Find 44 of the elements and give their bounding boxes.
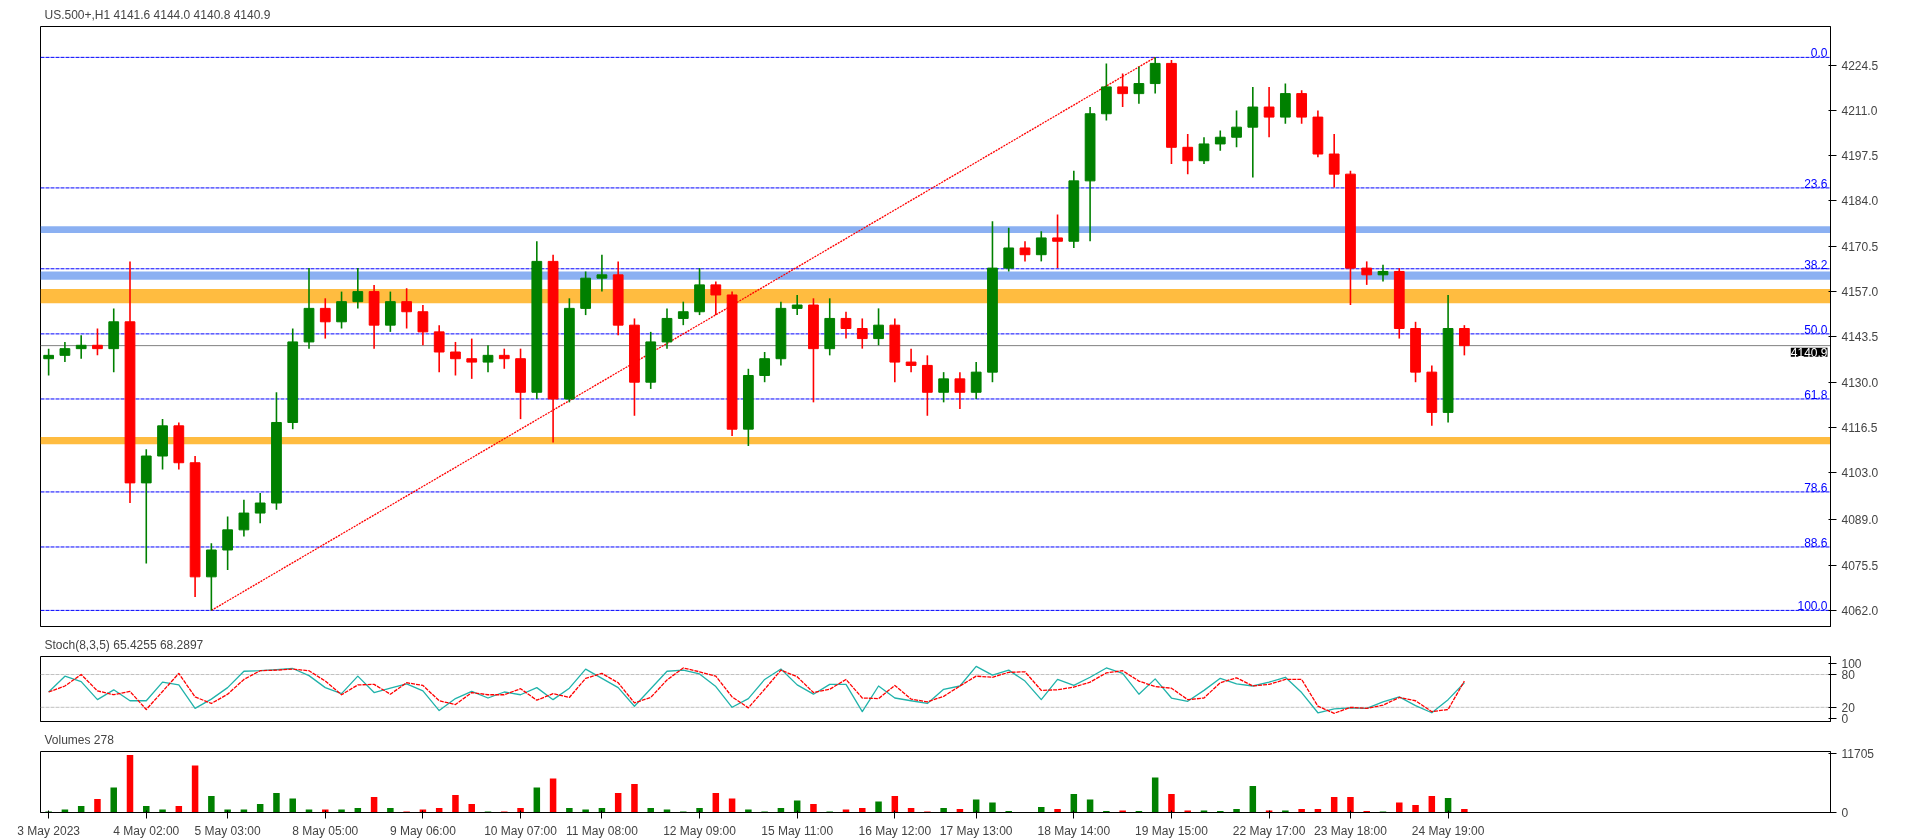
annotation: 78.6	[1804, 480, 1828, 495]
y-tick-label: 4197.5	[1841, 149, 1879, 164]
x-tick-label: 11 May 08:00	[566, 823, 639, 838]
x-tick-label: 12 May 09:00	[663, 823, 737, 838]
annotation: 88.6	[1804, 535, 1828, 550]
x-tick-label: 19 May 15:00	[1135, 823, 1209, 838]
x-tick-label: 22 May 17:00	[1232, 823, 1306, 838]
x-tick-label: 18 May 14:00	[1037, 823, 1111, 838]
chart-title: Volumes 278	[44, 732, 115, 747]
x-tick-label: 15 May 11:00	[761, 823, 834, 838]
annotation: 23.6	[1804, 176, 1828, 191]
y-tick-label: 4103.0	[1841, 466, 1879, 481]
annotation: 100.0	[1797, 599, 1828, 614]
annotation: 0.0	[1810, 46, 1828, 61]
x-tick-label: 9 May 06:00	[389, 823, 457, 838]
x-tick-label: 5 May 03:00	[194, 823, 261, 838]
y-tick-label: 4062.0	[1841, 603, 1879, 618]
annotation: 38.2	[1804, 257, 1828, 272]
y-tick-label: 4184.0	[1841, 194, 1879, 209]
y-tick-label: 4143.5	[1841, 330, 1879, 345]
y-tick-label: 4224.5	[1841, 58, 1879, 73]
y-tick-label: 4130.0	[1841, 375, 1879, 390]
chart-title: Stoch(8,3,5) 65.4255 68.2897	[44, 637, 204, 652]
annotation: 61.8	[1804, 387, 1828, 402]
chart-title: US.500+,H1 4141.6 4144.0 4140.8 4140.9	[44, 7, 271, 22]
y-tick-label: 11705	[1841, 747, 1875, 762]
y-tick-label: 80	[1841, 668, 1856, 683]
y-tick-label: 4157.0	[1841, 285, 1879, 300]
x-tick-label: 17 May 13:00	[939, 823, 1013, 838]
y-tick-label: 4211.0	[1841, 103, 1878, 118]
x-tick-label: 3 May 2023	[17, 823, 81, 838]
y-tick-label: 4075.5	[1841, 558, 1879, 573]
y-tick-label: 4089.0	[1841, 513, 1879, 528]
y-tick-label: 4116.5	[1841, 421, 1878, 436]
x-tick-label: 24 May 19:00	[1411, 823, 1485, 838]
x-tick-label: 23 May 18:00	[1314, 823, 1388, 838]
x-tick-label: 10 May 07:00	[484, 823, 558, 838]
y-tick-label: 4170.5	[1841, 239, 1879, 254]
annotation: 50.0	[1804, 322, 1828, 337]
y-tick-label: 0	[1841, 806, 1849, 820]
x-tick-label: 8 May 05:00	[292, 823, 359, 838]
x-tick-label: 4 May 02:00	[113, 823, 180, 838]
ref-line-label: 4140.9	[1790, 345, 1828, 360]
x-tick-label: 16 May 12:00	[858, 823, 932, 838]
